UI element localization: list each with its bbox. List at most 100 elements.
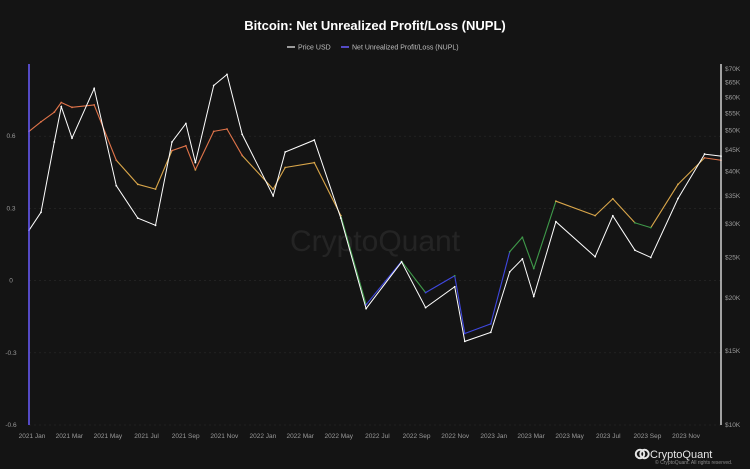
right-tick-label: $50K <box>725 128 741 135</box>
nupl-segment <box>634 222 651 229</box>
price-point <box>453 285 456 288</box>
cryptoquant-logo-icon <box>634 448 650 460</box>
series-layer <box>28 73 722 343</box>
brand-footer: CryptoQuant © CryptoQuant. All rights re… <box>634 448 732 466</box>
nupl-segment <box>425 275 455 294</box>
x-tick-label: 2023 Mar <box>517 433 545 440</box>
nupl-point <box>284 166 287 169</box>
x-tick-label: 2021 Jan <box>19 433 46 440</box>
price-point <box>703 153 706 155</box>
nupl-point <box>521 236 524 239</box>
nupl-point <box>115 159 118 162</box>
nupl-segment <box>115 159 139 185</box>
nupl-point <box>634 221 636 224</box>
nupl-point <box>40 120 42 123</box>
x-tick-label: 2021 Nov <box>210 433 239 440</box>
x-tick-label: 2023 Nov <box>672 433 701 440</box>
price-point <box>365 307 368 310</box>
nupl-point <box>272 188 275 191</box>
nupl-segment <box>28 121 42 132</box>
price-point <box>677 197 679 200</box>
nupl-point <box>508 250 511 253</box>
watermark: CryptoQuant <box>290 225 461 258</box>
x-tick-label: 2021 Sep <box>172 433 200 440</box>
right-tick-label: $15K <box>725 348 741 355</box>
nupl-segment <box>272 167 286 190</box>
right-tick-label: $30K <box>725 221 741 228</box>
nupl-segment <box>93 104 117 161</box>
nupl-segment <box>53 102 62 113</box>
nupl-point <box>171 149 173 152</box>
price-point <box>649 256 652 259</box>
price-point <box>115 184 118 187</box>
nupl-point <box>649 226 652 229</box>
nupl-point <box>154 188 157 191</box>
price-point <box>463 340 466 343</box>
legend-price-label: Price USD <box>298 45 331 52</box>
price-point <box>594 255 597 258</box>
right-tick-label: $70K <box>725 66 741 73</box>
chart-title: Bitcoin: Net Unrealized Profit/Loss (NUP… <box>244 18 505 33</box>
nupl-segment <box>555 200 596 217</box>
nupl-segment <box>226 128 243 156</box>
price-point <box>611 214 614 217</box>
nupl-point <box>53 111 56 114</box>
x-tick-label: 2021 Mar <box>56 433 84 440</box>
x-tick-label: 2022 Mar <box>286 433 314 440</box>
price-point <box>194 161 197 164</box>
nupl-point <box>313 161 316 164</box>
right-tick-label: $25K <box>725 254 741 261</box>
nupl-segment <box>594 198 614 217</box>
x-tick-label: 2022 May <box>325 433 354 440</box>
left-tick-label: 0.3 <box>6 205 15 212</box>
price-point <box>634 249 636 252</box>
nupl-point <box>226 128 228 130</box>
price-point <box>154 224 157 227</box>
nupl-segment <box>313 162 342 216</box>
right-tick-label: $60K <box>725 94 741 101</box>
legend-nupl-label: Net Unrealized Profit/Loss (NUPL) <box>352 45 459 52</box>
nupl-segment <box>454 275 466 334</box>
nupl-point <box>611 197 614 200</box>
left-axis: 0.6 0.3 0 -0.3 -0.6 <box>5 133 17 429</box>
right-tick-label: $10K <box>725 422 741 429</box>
nupl-point <box>241 154 244 157</box>
nupl-series <box>28 101 722 335</box>
price-point <box>272 195 275 197</box>
x-tick-label: 2023 Sep <box>634 433 662 440</box>
nupl-point <box>60 101 63 104</box>
right-tick-label: $40K <box>725 168 741 175</box>
price-point <box>508 270 511 273</box>
nupl-point <box>194 168 197 171</box>
price-point <box>284 151 287 153</box>
price-point <box>60 105 63 108</box>
price-point <box>53 141 56 143</box>
legend: Price USD Net Unrealized Profit/Loss (NU… <box>287 45 459 52</box>
nupl-point <box>594 214 597 217</box>
nupl-segment <box>704 157 722 161</box>
price-point <box>313 139 316 141</box>
nupl-segment <box>137 183 156 190</box>
nupl-segment <box>61 102 73 108</box>
x-tick-label: 2023 May <box>555 433 584 440</box>
nupl-segment <box>490 251 511 325</box>
nupl-segment <box>509 236 523 253</box>
nupl-segment <box>650 184 679 228</box>
nupl-point <box>555 200 557 203</box>
nupl-point <box>184 144 187 147</box>
nupl-point <box>71 106 73 109</box>
gridlines <box>29 135 721 426</box>
left-tick-label: 0.6 <box>6 133 15 140</box>
price-point <box>40 211 42 214</box>
price-point <box>424 306 427 309</box>
price-point <box>555 220 557 223</box>
nupl-point <box>212 130 215 133</box>
x-tick-label: 2023 Jan <box>480 433 507 440</box>
price-point <box>521 258 524 260</box>
x-tick-label: 2022 Sep <box>403 433 431 440</box>
right-tick-label: $55K <box>725 110 741 117</box>
nupl-segment <box>612 198 636 224</box>
price-point <box>171 141 173 143</box>
price-point <box>226 73 228 76</box>
